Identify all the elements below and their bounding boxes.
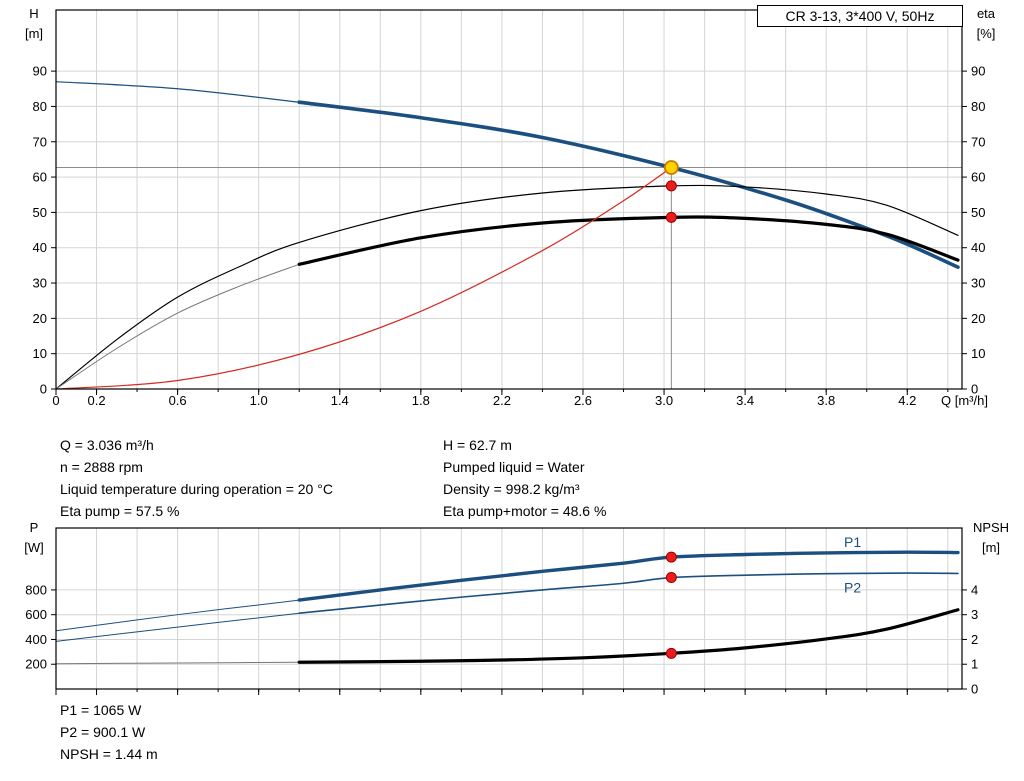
duty-info-left: Q = 3.036 m³/h n = 2888 rpm Liquid tempe… — [60, 434, 333, 522]
info-eta-pump-motor: Eta pump+motor = 48.6 % — [443, 503, 607, 519]
plot-frame — [55, 9, 963, 390]
y-left-tick-label: 30 — [33, 276, 47, 291]
p2-curve — [298, 572, 959, 615]
eta-pump-motor-extension — [55, 263, 300, 390]
npsh-curve — [297, 608, 960, 664]
power-info: P1 = 1065 W P2 = 900.1 W NPSH = 1.44 m — [60, 699, 158, 765]
p2-point — [665, 572, 677, 584]
y-right-tick-label: 10 — [971, 346, 985, 361]
p1-curve — [297, 550, 960, 602]
duty-point[interactable] — [663, 160, 679, 175]
y-right-axis-title: eta — [977, 6, 996, 21]
x-tick-label: 3.0 — [655, 393, 673, 408]
y-left-tick-label: 90 — [33, 64, 47, 79]
info-speed: n = 2888 rpm — [60, 459, 143, 475]
x-tick-label: 1.4 — [331, 393, 349, 408]
info-head: H = 62.7 m — [443, 437, 512, 453]
y-right-tick-label: 30 — [971, 276, 985, 291]
y-left-tick-label: 600 — [25, 607, 47, 622]
y-left-tick-label: 80 — [33, 99, 47, 114]
y-right-tick-label: 40 — [971, 240, 985, 255]
p1-curve-extension — [55, 599, 300, 632]
x-tick-label: 0 — [52, 393, 59, 408]
y-right-tick-label: 0 — [971, 382, 978, 397]
x-axis-title: Q [m³/h] — [941, 393, 988, 408]
x-tick-label: 2.2 — [493, 393, 511, 408]
info-density: Density = 998.2 kg/m³ — [443, 481, 580, 497]
y-right-tick-label: 60 — [971, 170, 985, 185]
info-eta-pump: Eta pump = 57.5 % — [60, 503, 180, 519]
y-left-tick-label: 0 — [40, 382, 47, 397]
eta-pump-motor-point — [665, 211, 677, 223]
x-tick-label: 4.2 — [898, 393, 916, 408]
y-right-tick-label: 3 — [971, 607, 978, 622]
y-left-tick-label: 60 — [33, 170, 47, 185]
y-right-axis-title: NPSH — [973, 520, 1009, 535]
system-curve — [55, 166, 672, 390]
info-p1: P1 = 1065 W — [60, 702, 142, 718]
eta-pump-curve — [55, 184, 959, 390]
x-tick-label: 3.8 — [817, 393, 835, 408]
p2-curve-extension — [55, 612, 300, 642]
x-tick-label: 1.0 — [250, 393, 268, 408]
y-left-tick-label: 400 — [25, 632, 47, 647]
y-left-tick-label: 50 — [33, 205, 47, 220]
y-left-axis-unit: [m] — [25, 26, 43, 41]
y-right-axis-unit: [%] — [977, 26, 996, 41]
npsh-point — [665, 647, 677, 659]
info-liquid-temp: Liquid temperature during operation = 20… — [60, 481, 333, 497]
x-tick-label: 0.2 — [88, 393, 106, 408]
y-left-axis-title: H — [29, 6, 38, 21]
y-right-tick-label: 2 — [971, 632, 978, 647]
y-right-tick-label: 70 — [971, 134, 985, 149]
pump-title-box: CR 3-13, 3*400 V, 50Hz — [757, 5, 963, 27]
y-right-tick-label: 90 — [971, 64, 985, 79]
p1-point — [665, 551, 677, 563]
x-tick-label: 0.6 — [169, 393, 187, 408]
duty-info-right: H = 62.7 m Pumped liquid = Water Density… — [443, 434, 606, 522]
qh-curve-extension — [55, 81, 300, 103]
y-right-tick-label: 1 — [971, 657, 978, 672]
y-right-axis-unit: [m] — [982, 540, 1000, 555]
info-npsh: NPSH = 1.44 m — [60, 746, 158, 762]
p1-label: P1 — [844, 534, 861, 550]
x-tick-label: 3.4 — [736, 393, 754, 408]
y-right-tick-label: 50 — [971, 205, 985, 220]
eta-pump-point — [665, 180, 677, 192]
y-left-tick-label: 200 — [25, 657, 47, 672]
y-left-axis-unit: [W] — [24, 540, 44, 555]
p2-label: P2 — [844, 580, 861, 596]
y-right-tick-label: 20 — [971, 311, 985, 326]
y-left-tick-label: 20 — [33, 311, 47, 326]
y-left-tick-label: 70 — [33, 134, 47, 149]
y-left-tick-label: 800 — [25, 582, 47, 597]
plot-frame — [55, 527, 963, 690]
y-right-tick-label: 0 — [971, 682, 978, 697]
y-right-tick-label: 80 — [971, 99, 985, 114]
y-right-tick-label: 4 — [971, 582, 978, 597]
info-flow: Q = 3.036 m³/h — [60, 437, 154, 453]
x-tick-label: 1.8 — [412, 393, 430, 408]
npsh-curve-extension — [55, 661, 300, 665]
info-p2: P2 = 900.1 W — [60, 724, 146, 740]
info-pumped-liquid: Pumped liquid = Water — [443, 459, 585, 475]
y-left-tick-label: 40 — [33, 240, 47, 255]
y-left-axis-title: P — [30, 520, 39, 535]
x-tick-label: 2.6 — [574, 393, 592, 408]
y-left-tick-label: 10 — [33, 346, 47, 361]
pump-title: CR 3-13, 3*400 V, 50Hz — [785, 8, 935, 24]
